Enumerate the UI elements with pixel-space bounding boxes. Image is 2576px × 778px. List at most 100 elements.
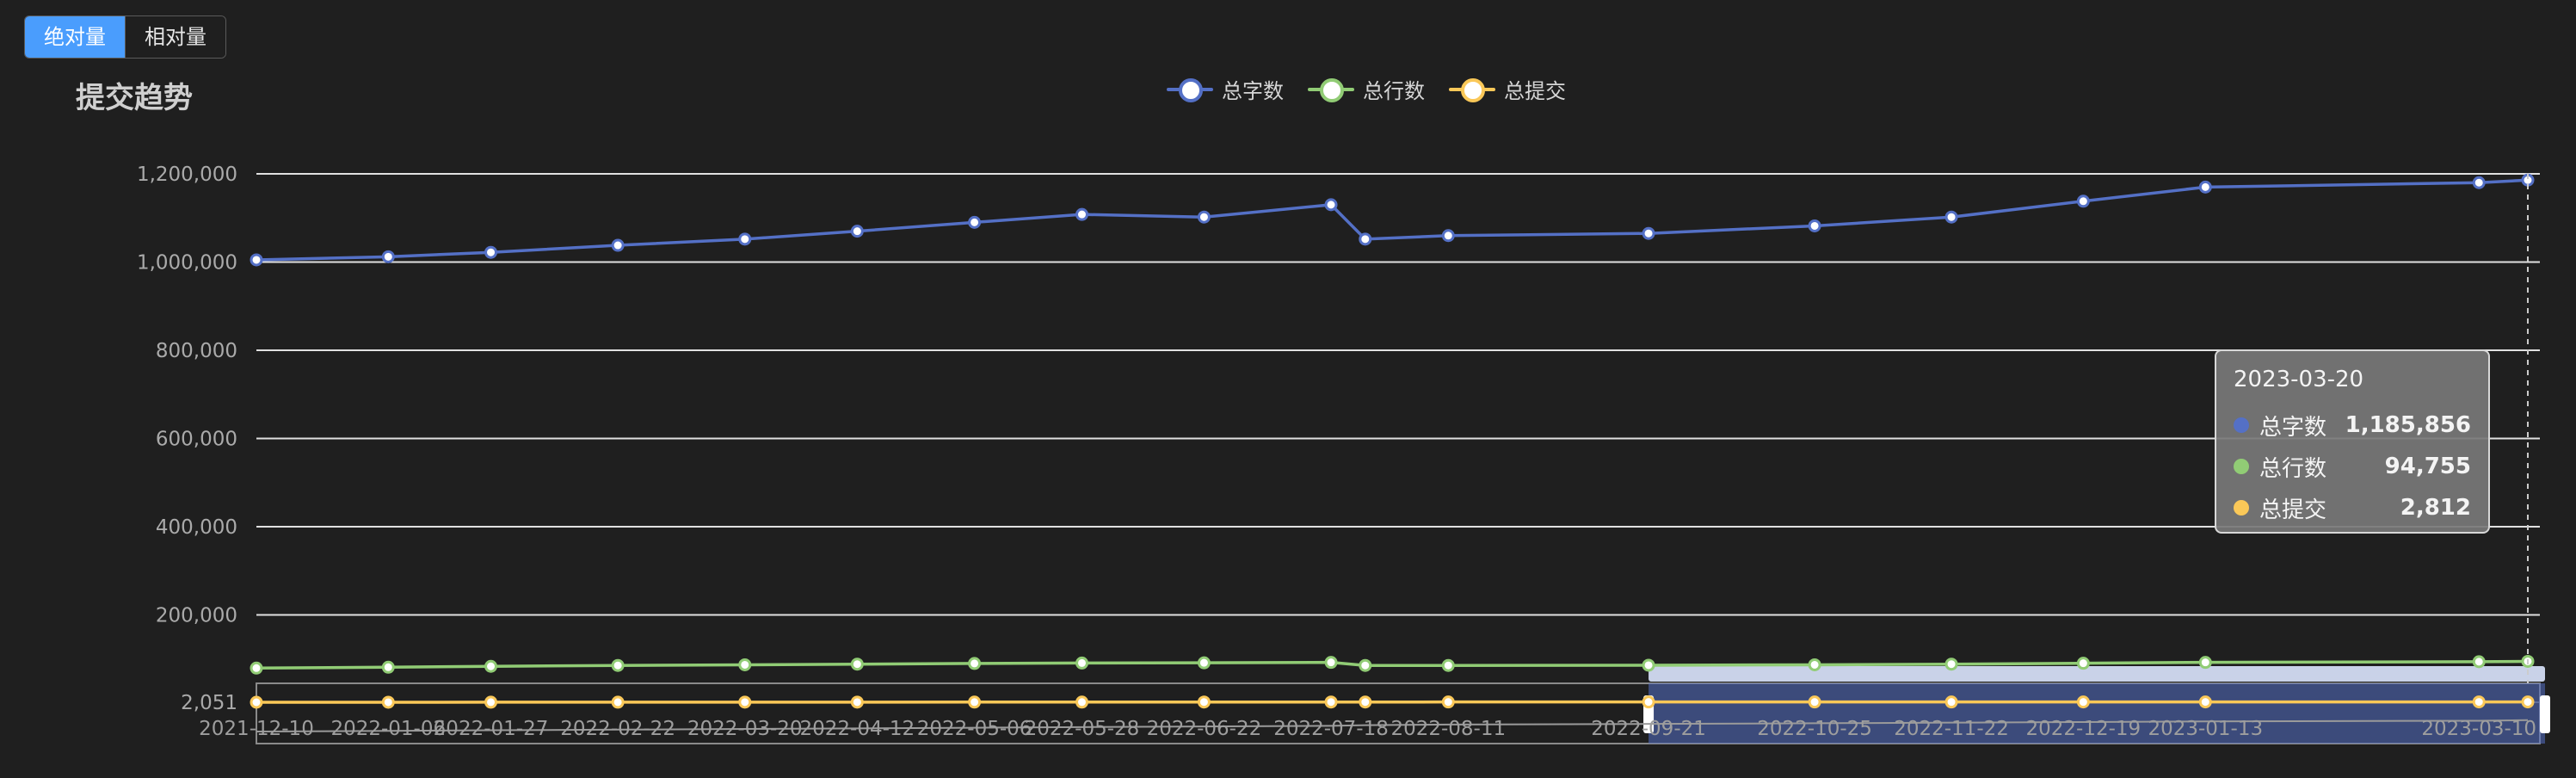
data-point (381, 695, 395, 709)
legend-label: 总行数 (1363, 79, 1425, 103)
data-point (1441, 695, 1455, 709)
data-point (1441, 658, 1455, 672)
data-point (1075, 656, 1088, 670)
data-point (2076, 194, 2090, 208)
data-point (1197, 695, 1211, 709)
data-zoom-right-handle (2540, 695, 2550, 733)
y-tick-label: 1,200,000 (137, 164, 237, 186)
data-point (250, 253, 263, 267)
data-point (968, 215, 982, 229)
x-tick-label: 2022-12-19 (2026, 718, 2142, 740)
data-point (2198, 656, 2212, 670)
data-point (250, 695, 263, 709)
legend-marker-icon (1308, 77, 1354, 102)
y-tick-label: 800,000 (156, 340, 237, 362)
data-point (1359, 695, 1372, 709)
relative-button[interactable]: 相对量 (125, 16, 225, 58)
data-point (250, 661, 263, 675)
x-tick-label: 2022-10-25 (1757, 718, 1872, 740)
tooltip-date: 2023-03-20 (2234, 367, 2364, 392)
x-tick-label: 2022-11-22 (1894, 718, 2009, 740)
x-tick-label: 2023-01-13 (2148, 718, 2263, 740)
data-point (2472, 176, 2486, 189)
tooltip-series-name: 总字数 (2259, 414, 2327, 441)
data-point (1359, 658, 1372, 672)
tooltip-series-value: 2,812 (2400, 495, 2471, 521)
tooltip-row: 总提交 2,812 (2234, 487, 2471, 528)
data-point (1944, 210, 1958, 224)
x-tick-label: 2022-05-28 (1025, 718, 1140, 740)
data-point (2472, 695, 2486, 709)
data-point (1075, 695, 1088, 709)
data-point (611, 658, 625, 672)
data-point (611, 695, 625, 709)
data-point (1075, 207, 1088, 221)
x-tick-label: 2022-07-18 (1273, 718, 1389, 740)
data-point (2198, 180, 2212, 194)
data-point (738, 695, 752, 709)
data-point (1324, 198, 1338, 212)
tooltip-series-value: 94,755 (2384, 454, 2471, 479)
x-tick-label: 2022-09-21 (1591, 718, 1706, 740)
data-point (1642, 226, 1655, 240)
data-point (968, 695, 982, 709)
series-dot-icon (2234, 500, 2249, 516)
data-point (850, 225, 864, 238)
data-zoom-handle-bar (1649, 666, 2545, 682)
y-tick-label: 200,000 (156, 605, 237, 627)
series-line (256, 178, 2529, 262)
data-point (381, 660, 395, 674)
data-point (1324, 695, 1338, 709)
data-point (2076, 695, 2090, 709)
data-point (1197, 210, 1211, 224)
x-tick-label: 2023-03-10 (2421, 718, 2536, 740)
x-tick-label: 2022-04-12 (799, 718, 915, 740)
data-point (1808, 658, 1821, 671)
data-point (738, 232, 752, 246)
chart-tooltip: 2023-03-20 总字数 1,185,856 总行数 94,755 总提交 … (2215, 349, 2490, 534)
data-point (850, 695, 864, 709)
x-tick-label: 2022-01-27 (434, 718, 549, 740)
data-point (484, 695, 498, 709)
data-point (484, 245, 498, 259)
x-tick-label: 2022-06-22 (1147, 718, 1262, 740)
x-tick-label: 2022-02-22 (560, 718, 675, 740)
absolute-button[interactable]: 绝对量 (25, 16, 125, 58)
legend-item-commits[interactable]: 总提交 (1449, 74, 1566, 104)
tooltip-series-value: 1,185,856 (2345, 412, 2471, 438)
y-tick-label: 2,051 (181, 692, 237, 714)
data-point (2521, 695, 2535, 709)
legend-item-chars[interactable]: 总字数 (1167, 74, 1284, 104)
tooltip-series-name: 总行数 (2259, 455, 2327, 482)
x-tick-label: 2022-01-06 (330, 718, 446, 740)
series-dot-icon (2234, 417, 2249, 433)
y-tick-label: 400,000 (156, 516, 237, 539)
data-point (381, 250, 395, 263)
data-point (1642, 658, 1655, 672)
data-point (611, 238, 625, 252)
chart-legend: 总字数 总行数 总提交 (1167, 74, 1566, 104)
x-tick-label: 2022-03-20 (687, 718, 803, 740)
tooltip-row: 总字数 1,185,856 (2234, 404, 2471, 446)
data-point (2076, 657, 2090, 670)
series-dot-icon (2234, 459, 2249, 474)
y-tick-label: 600,000 (156, 429, 237, 451)
legend-item-lines[interactable]: 总行数 (1308, 74, 1425, 104)
data-point (1359, 232, 1372, 246)
data-point (1441, 229, 1455, 243)
x-tick-label: 2021-12-10 (199, 718, 314, 740)
data-point (850, 658, 864, 671)
x-tick-label: 2022-08-11 (1390, 718, 1506, 740)
view-toggle: 绝对量 相对量 (24, 15, 226, 59)
data-zoom-selection (1649, 683, 2545, 744)
data-point (1642, 695, 1655, 709)
data-point (968, 657, 982, 670)
data-point (2472, 655, 2486, 669)
legend-marker-icon (1167, 77, 1213, 102)
legend-label: 总字数 (1222, 79, 1284, 103)
tooltip-series-name: 总提交 (2259, 497, 2327, 523)
x-tick-label: 2022-05-06 (917, 718, 1032, 740)
data-point (1324, 656, 1338, 670)
data-point (1944, 658, 1958, 671)
